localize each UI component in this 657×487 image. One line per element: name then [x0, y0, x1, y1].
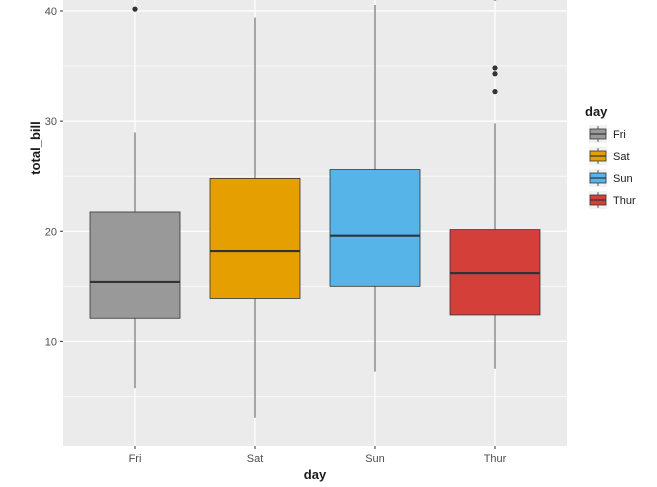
box-iqr	[209, 177, 301, 299]
y-tick-label: 10	[45, 336, 57, 348]
outlier-point	[132, 6, 138, 12]
y-axis: 10 20 30 40	[45, 6, 63, 348]
y-tick-label: 20	[45, 226, 57, 238]
legend-title: day	[585, 104, 608, 119]
legend-item-sun: Sun	[589, 169, 633, 187]
outlier-point	[492, 89, 498, 95]
legend-label: Sat	[613, 151, 630, 163]
x-tick-label: Sat	[247, 453, 264, 465]
outlier-point	[492, 65, 498, 71]
outlier-point	[492, 71, 498, 77]
y-axis-title: total_bill	[28, 121, 43, 174]
box-fri	[89, 6, 181, 389]
box-sat	[209, 17, 301, 418]
outlier-point	[493, 0, 497, 1]
x-tick-label: Fri	[129, 453, 142, 465]
legend-item-fri: Fri	[589, 125, 626, 143]
x-axis: Fri Sat Sun Thur	[129, 446, 507, 465]
box-thur	[449, 0, 541, 369]
legend-label: Thur	[613, 195, 636, 207]
legend: day Fri Sat Sun Thur	[585, 104, 636, 209]
legend-label: Fri	[613, 129, 626, 141]
box-layer	[89, 0, 541, 418]
x-tick-label: Thur	[484, 453, 507, 465]
x-axis-title: day	[304, 467, 327, 482]
legend-item-sat: Sat	[589, 147, 630, 165]
box-iqr	[89, 211, 181, 319]
box-iqr	[329, 169, 421, 287]
legend-label: Sun	[613, 173, 633, 185]
legend-item-thur: Thur	[589, 191, 636, 209]
y-tick-label: 30	[45, 116, 57, 128]
x-tick-label: Sun	[365, 453, 385, 465]
y-tick-label: 40	[45, 6, 57, 18]
box-sun	[329, 4, 421, 372]
